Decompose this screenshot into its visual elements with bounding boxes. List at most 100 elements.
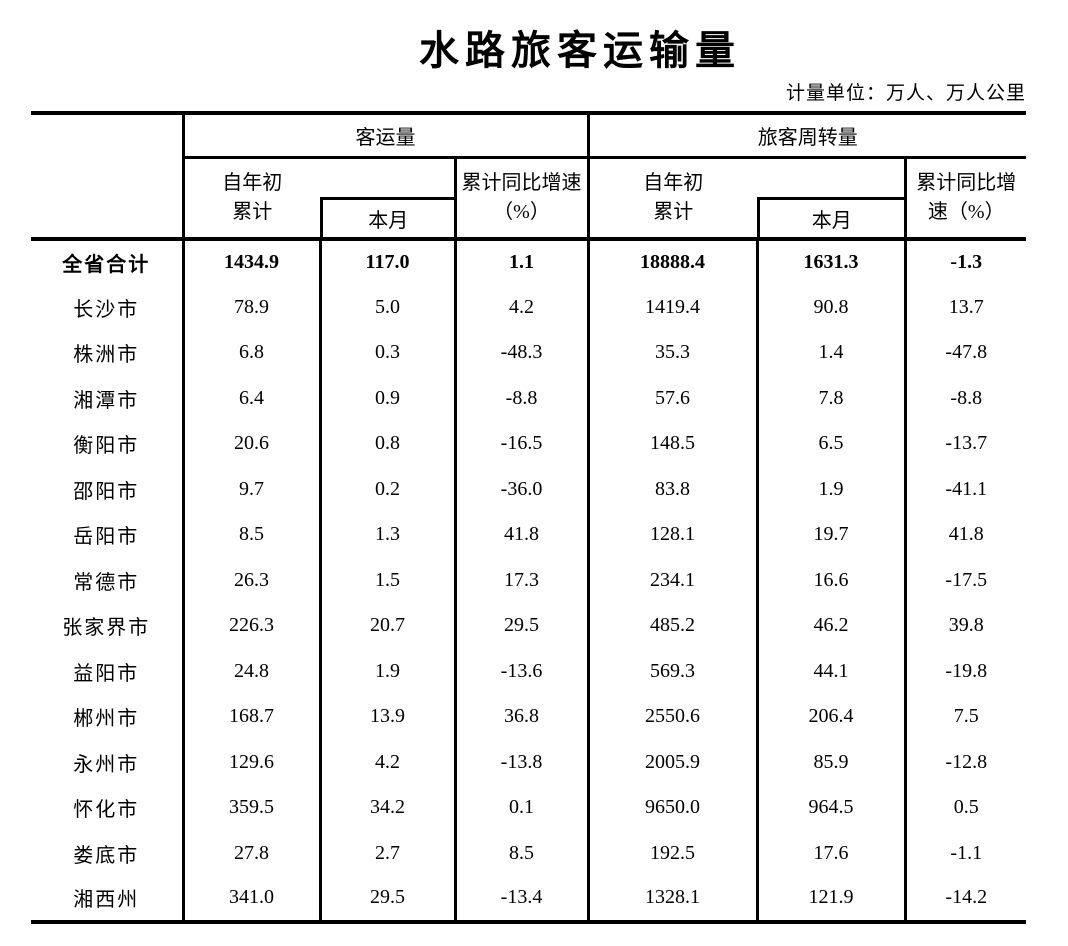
value-cell: -17.5: [945, 568, 988, 591]
subheader-line: 累计: [232, 200, 273, 223]
page-title: 水路旅客运输量: [419, 28, 741, 73]
value-cell: 17.3: [455, 557, 590, 603]
table-row: 郴州市 168.7 13.9 36.8 2550.6 206.4 7.5: [31, 694, 1026, 740]
region-cell: 岳阳市: [31, 512, 185, 558]
value-cell: 1.9: [757, 466, 907, 512]
value-cell: 192.5: [588, 830, 759, 876]
unit-note: 计量单位：万人、万人公里: [785, 83, 1026, 104]
value-cell: -1.3: [950, 251, 983, 274]
subheader-cumulative-volume: 自年初 累计: [183, 157, 320, 241]
value-cell: 8.5: [455, 830, 590, 876]
region-cell: 长沙市: [31, 284, 185, 330]
value-cell: 57.6: [588, 375, 759, 421]
table-row: 岳阳市 8.5 1.3 41.8 128.1 19.7 41.8: [31, 512, 1026, 558]
value-cell: -8.8: [455, 375, 590, 421]
table-body: 全省合计 1434.9 117.0 1.1 18888.4 1631.3 -1.…: [31, 239, 1027, 924]
subheader-line: 累计同比增速: [461, 171, 582, 194]
value-cell: 569.3: [588, 648, 759, 694]
table-corner-cell: [31, 111, 185, 241]
subheader-line: 本月: [368, 209, 409, 232]
value-cell: 117.0: [320, 239, 457, 285]
value-cell: 4.2: [320, 739, 457, 785]
value-cell: 1328.1: [588, 876, 759, 924]
subheader-growth-turnover: 累计同比增 速（%）: [903, 157, 1027, 241]
value-cell: 8.5: [183, 512, 322, 558]
table-row: 益阳市 24.8 1.9 -13.6 569.3 44.1 -19.8: [31, 648, 1026, 694]
value-cell: -13.6: [455, 648, 590, 694]
month-box: 本月: [757, 196, 904, 235]
value-cell: 24.8: [183, 648, 322, 694]
subheader-line: 累计同比增: [916, 171, 1017, 194]
value-cell: 27.8: [183, 830, 322, 876]
region-cell: 张家界市: [31, 603, 185, 649]
value-cell: 20.7: [320, 603, 457, 649]
value-cell: -8.8: [950, 386, 983, 409]
value-cell: 359.5: [183, 785, 322, 831]
value-cell: -13.4: [455, 876, 590, 924]
value-cell: 5.0: [320, 284, 457, 330]
table-row: 衡阳市 20.6 0.8 -16.5 148.5 6.5 -13.7: [31, 421, 1026, 467]
value-cell: 1.5: [320, 557, 457, 603]
region-cell: 永州市: [31, 739, 185, 785]
value-cell: 41.8: [948, 523, 984, 546]
value-cell: 46.2: [757, 603, 907, 649]
value-cell: 7.5: [953, 705, 979, 728]
value-cell: -13.7: [945, 432, 988, 455]
value-cell: 6.4: [183, 375, 322, 421]
subheader-line: 自年初: [643, 171, 704, 194]
value-cell: 2550.6: [588, 694, 759, 740]
value-cell: 226.3: [183, 603, 322, 649]
value-cell: 34.2: [320, 785, 457, 831]
value-cell: -1.1: [950, 841, 983, 864]
value-cell: 121.9: [757, 876, 907, 924]
value-cell: 341.0: [183, 876, 322, 924]
value-cell: 1.4: [757, 330, 907, 376]
region-cell: 益阳市: [31, 648, 185, 694]
value-cell: 85.9: [757, 739, 907, 785]
value-cell: 148.5: [588, 421, 759, 467]
value-cell: 9.7: [183, 466, 322, 512]
value-cell: 20.6: [183, 421, 322, 467]
value-cell: 128.1: [588, 512, 759, 558]
subheader-line: 本月: [811, 209, 852, 232]
value-cell: -12.8: [945, 750, 988, 773]
value-cell: 29.5: [455, 603, 590, 649]
value-cell: 13.9: [320, 694, 457, 740]
group-header-passenger-turnover: 旅客周转量: [586, 111, 1027, 159]
value-cell: 0.8: [320, 421, 457, 467]
table-row: 永州市 129.6 4.2 -13.8 2005.9 85.9 -12.8: [31, 739, 1026, 785]
subheader-month-volume: 本月: [320, 157, 455, 241]
region-cell: 娄底市: [31, 830, 185, 876]
value-cell: 6.5: [757, 421, 907, 467]
value-cell: 35.3: [588, 330, 759, 376]
value-cell: 90.8: [757, 284, 907, 330]
value-cell: 44.1: [757, 648, 907, 694]
value-cell: 0.2: [320, 466, 457, 512]
value-cell: 4.2: [455, 284, 590, 330]
subheader-line: 累计: [653, 200, 694, 223]
value-cell: 19.7: [757, 512, 907, 558]
table-row: 邵阳市 9.7 0.2 -36.0 83.8 1.9 -41.1: [31, 466, 1026, 512]
value-cell: -16.5: [455, 421, 590, 467]
value-cell: 1.3: [320, 512, 457, 558]
value-cell: -36.0: [455, 466, 590, 512]
subheader-cumulative-turnover: 自年初 累计: [586, 157, 757, 241]
value-cell: 26.3: [183, 557, 322, 603]
region-cell: 常德市: [31, 557, 185, 603]
table-row: 常德市 26.3 1.5 17.3 234.1 16.6 -17.5: [31, 557, 1026, 603]
region-cell: 湘潭市: [31, 375, 185, 421]
value-cell: 129.6: [183, 739, 322, 785]
value-cell: -47.8: [945, 341, 988, 364]
value-cell: 83.8: [588, 466, 759, 512]
value-cell: 1434.9: [183, 239, 322, 285]
value-cell: 0.1: [455, 785, 590, 831]
region-cell: 郴州市: [31, 694, 185, 740]
table-row: 湘西州 341.0 29.5 -13.4 1328.1 121.9 -14.2: [31, 876, 1027, 924]
value-cell: 17.6: [757, 830, 907, 876]
value-cell: -41.1: [945, 477, 988, 500]
subheader-growth-volume: 累计同比增速 （%）: [453, 157, 588, 241]
region-cell: 怀化市: [31, 785, 185, 831]
value-cell: -19.8: [945, 659, 988, 682]
month-box: 本月: [320, 196, 454, 235]
region-cell: 衡阳市: [31, 421, 185, 467]
